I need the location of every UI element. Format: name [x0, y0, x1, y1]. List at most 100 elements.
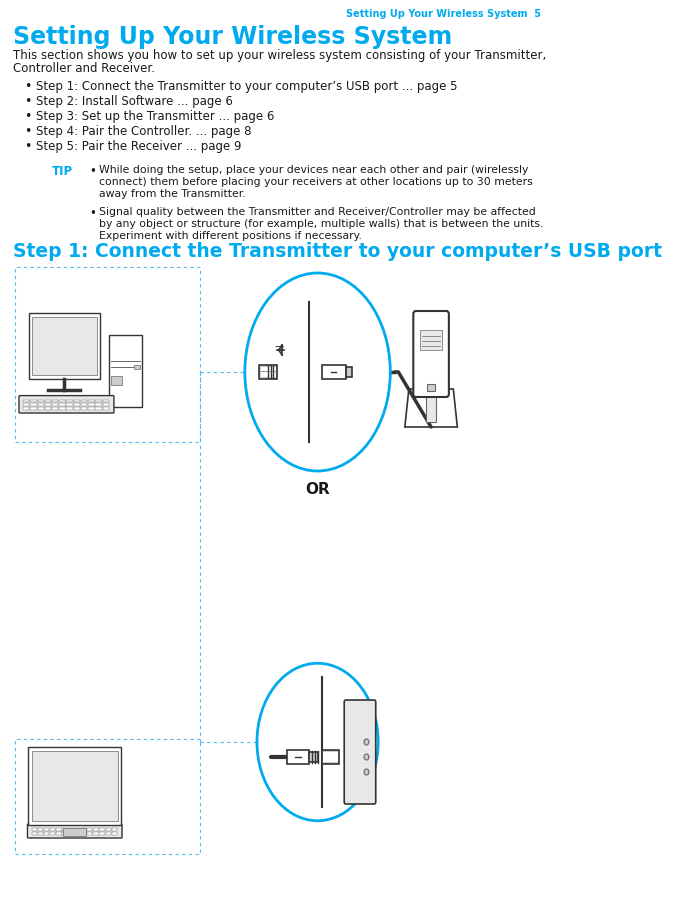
Bar	[321, 365, 346, 379]
Bar	[81, 407, 88, 410]
Bar	[88, 403, 94, 406]
Bar	[31, 828, 37, 831]
Bar	[261, 367, 276, 377]
Bar	[133, 365, 140, 369]
Circle shape	[364, 754, 369, 760]
Text: •: •	[89, 207, 96, 220]
FancyBboxPatch shape	[29, 313, 100, 379]
Bar	[287, 750, 309, 764]
Text: Setting Up Your Wireless System  5: Setting Up Your Wireless System 5	[346, 9, 542, 19]
Bar	[111, 832, 117, 835]
Bar	[95, 400, 102, 402]
Bar	[38, 407, 44, 410]
Bar	[64, 828, 86, 836]
Bar	[87, 828, 92, 831]
Bar	[426, 392, 436, 422]
Bar	[44, 400, 51, 402]
Bar	[74, 403, 80, 406]
Text: •: •	[24, 110, 31, 123]
Circle shape	[364, 769, 369, 775]
Bar	[75, 832, 80, 835]
Bar	[23, 407, 29, 410]
Bar	[44, 832, 49, 835]
Bar	[420, 330, 443, 350]
FancyBboxPatch shape	[27, 824, 122, 838]
Bar	[38, 828, 43, 831]
Bar	[87, 832, 92, 835]
Bar	[23, 403, 29, 406]
Text: connect) them before placing your receivers at other locations up to 30 meters: connect) them before placing your receiv…	[98, 177, 532, 187]
Bar	[68, 832, 74, 835]
Bar	[23, 400, 29, 402]
Bar	[30, 400, 37, 402]
Bar	[44, 828, 49, 831]
FancyBboxPatch shape	[28, 747, 121, 825]
Text: •: •	[24, 140, 31, 153]
Text: •: •	[89, 165, 96, 178]
Circle shape	[364, 739, 369, 745]
Text: by any object or structure (for example, multiple walls) that is between the uni: by any object or structure (for example,…	[98, 219, 543, 229]
Bar	[103, 407, 109, 410]
Bar	[62, 832, 68, 835]
Bar	[32, 317, 96, 375]
Bar	[321, 750, 339, 764]
Bar	[31, 832, 37, 835]
Bar	[38, 400, 44, 402]
Text: Step 5: Pair the Receiver ... page 9: Step 5: Pair the Receiver ... page 9	[36, 140, 241, 153]
Bar	[38, 403, 44, 406]
Bar	[74, 400, 80, 402]
Text: Controller and Receiver.: Controller and Receiver.	[13, 62, 155, 75]
Bar	[93, 832, 98, 835]
Bar	[81, 828, 86, 831]
Text: Setting Up Your Wireless System: Setting Up Your Wireless System	[13, 25, 452, 49]
Text: •: •	[24, 125, 31, 138]
Bar	[60, 400, 66, 402]
Bar	[95, 407, 102, 410]
Bar	[50, 832, 55, 835]
Ellipse shape	[245, 273, 391, 471]
Text: •: •	[24, 80, 31, 93]
Text: This section shows you how to set up your wireless system consisting of your Tra: This section shows you how to set up you…	[13, 49, 547, 62]
Bar	[66, 407, 73, 410]
Bar	[66, 400, 73, 402]
Bar	[95, 403, 102, 406]
Bar	[52, 407, 58, 410]
Bar	[56, 828, 62, 831]
Bar	[31, 751, 118, 821]
Text: Step 4: Pair the Controller. ... page 8: Step 4: Pair the Controller. ... page 8	[36, 125, 251, 138]
Bar	[60, 407, 66, 410]
Bar	[52, 400, 58, 402]
Bar	[103, 400, 109, 402]
FancyBboxPatch shape	[413, 311, 449, 397]
Bar	[105, 828, 111, 831]
Bar	[38, 832, 43, 835]
Bar	[14, 739, 200, 854]
Bar	[346, 367, 352, 377]
Bar	[111, 828, 117, 831]
FancyBboxPatch shape	[19, 396, 114, 413]
Text: •: •	[24, 95, 31, 108]
Text: Step 2: Install Software ... page 6: Step 2: Install Software ... page 6	[36, 95, 233, 108]
Text: Experiment with different positions if necessary.: Experiment with different positions if n…	[98, 231, 361, 241]
FancyBboxPatch shape	[109, 335, 142, 407]
Bar	[56, 832, 62, 835]
Text: OR: OR	[305, 482, 330, 497]
Bar	[309, 752, 317, 762]
Bar	[30, 407, 37, 410]
FancyBboxPatch shape	[344, 700, 376, 804]
Bar	[111, 376, 122, 385]
Bar	[324, 752, 338, 762]
Bar	[68, 828, 74, 831]
Polygon shape	[405, 389, 458, 427]
Ellipse shape	[257, 663, 378, 821]
Bar	[62, 828, 68, 831]
Bar	[75, 828, 80, 831]
Text: Step 1: Connect the Transmitter to your computer’s USB port ... page 5: Step 1: Connect the Transmitter to your …	[36, 80, 457, 93]
Bar	[14, 267, 200, 442]
Bar	[105, 832, 111, 835]
Bar	[60, 403, 66, 406]
Bar	[30, 403, 37, 406]
Bar	[81, 832, 86, 835]
Text: Step 1: Connect the Transmitter to your computer’s USB port: Step 1: Connect the Transmitter to your …	[13, 242, 662, 261]
Text: →: →	[274, 342, 283, 352]
